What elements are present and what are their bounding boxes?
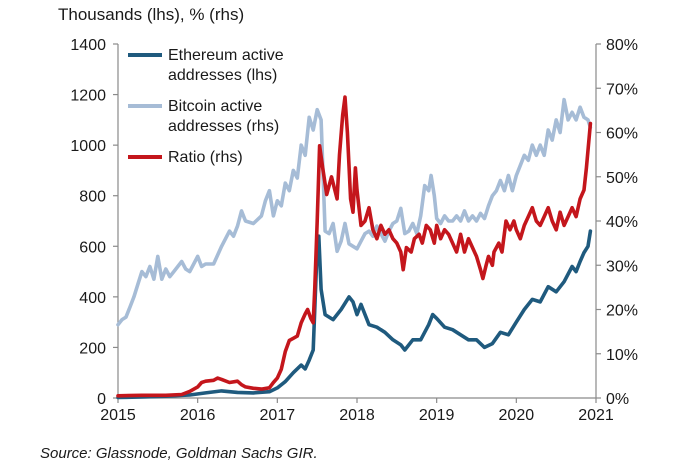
- left-tick-label: 200: [79, 340, 106, 357]
- x-tick-label: 2019: [419, 407, 455, 424]
- x-tick-label: 2021: [578, 407, 614, 424]
- legend: Ethereum active addresses (lhs) Bitcoin ac…: [128, 47, 284, 166]
- right-axis-ticks: 0% 10% 20% 30% 40% 50% 60% 70% 80%: [596, 37, 638, 408]
- legend-label: Bitcoin active: [168, 98, 262, 115]
- legend-label: addresses (lhs): [168, 67, 277, 84]
- left-tick-label: 600: [79, 239, 106, 256]
- series-layer: [116, 95, 593, 400]
- x-tick-label: 2016: [180, 407, 216, 424]
- right-tick-label: 30%: [606, 258, 638, 275]
- left-tick-label: 1200: [70, 88, 106, 105]
- right-tick-label: 0%: [606, 391, 629, 408]
- left-axis-ticks: 0 200 400 600 800 1000 1200 1400: [70, 37, 118, 408]
- bitcoin-line: [116, 97, 593, 327]
- legend-ethereum: Ethereum active addresses (lhs): [128, 47, 284, 84]
- legend-ratio: Ratio (rhs): [128, 149, 243, 166]
- x-tick-label: 2017: [260, 407, 296, 424]
- right-tick-label: 80%: [606, 37, 638, 54]
- x-tick-label: 2020: [499, 407, 535, 424]
- source-note: Source: Glassnode, Goldman Sachs GIR.: [40, 445, 318, 462]
- left-tick-label: 0: [97, 391, 106, 408]
- right-tick-label: 50%: [606, 170, 638, 187]
- right-tick-label: 40%: [606, 214, 638, 231]
- left-tick-label: 400: [79, 290, 106, 307]
- right-tick-label: 60%: [606, 126, 638, 143]
- x-axis-ticks: 2015 2016 2017 2018 2019 2020 2021: [100, 398, 614, 424]
- x-tick-label: 2015: [100, 407, 136, 424]
- legend-label: Ethereum active: [168, 47, 284, 64]
- legend-bitcoin: Bitcoin active addresses (rhs): [128, 98, 279, 135]
- right-tick-label: 10%: [606, 347, 638, 364]
- x-tick-label: 2018: [339, 407, 375, 424]
- right-tick-label: 20%: [606, 303, 638, 320]
- left-tick-label: 1000: [70, 138, 106, 155]
- left-tick-label: 1400: [70, 37, 106, 54]
- ratio-line: [116, 95, 593, 398]
- right-tick-label: 70%: [606, 81, 638, 98]
- left-tick-label: 800: [79, 189, 106, 206]
- units-label: Thousands (lhs), % (rhs): [58, 5, 244, 24]
- legend-label: addresses (rhs): [168, 118, 279, 135]
- ethereum-line: [116, 229, 593, 400]
- plot-area: 2015 2016 2017 2018 2019 2020 2021 0 200 400 600 8…: [70, 37, 638, 424]
- legend-label: Ratio (rhs): [168, 149, 243, 166]
